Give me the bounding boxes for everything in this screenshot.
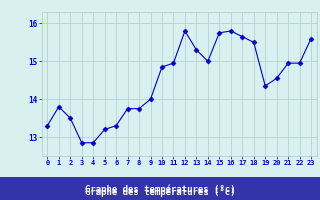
Text: Graphe des températures (°c): Graphe des températures (°c) [85, 184, 235, 194]
Text: Graphe des températures (°c): Graphe des températures (°c) [85, 187, 235, 197]
